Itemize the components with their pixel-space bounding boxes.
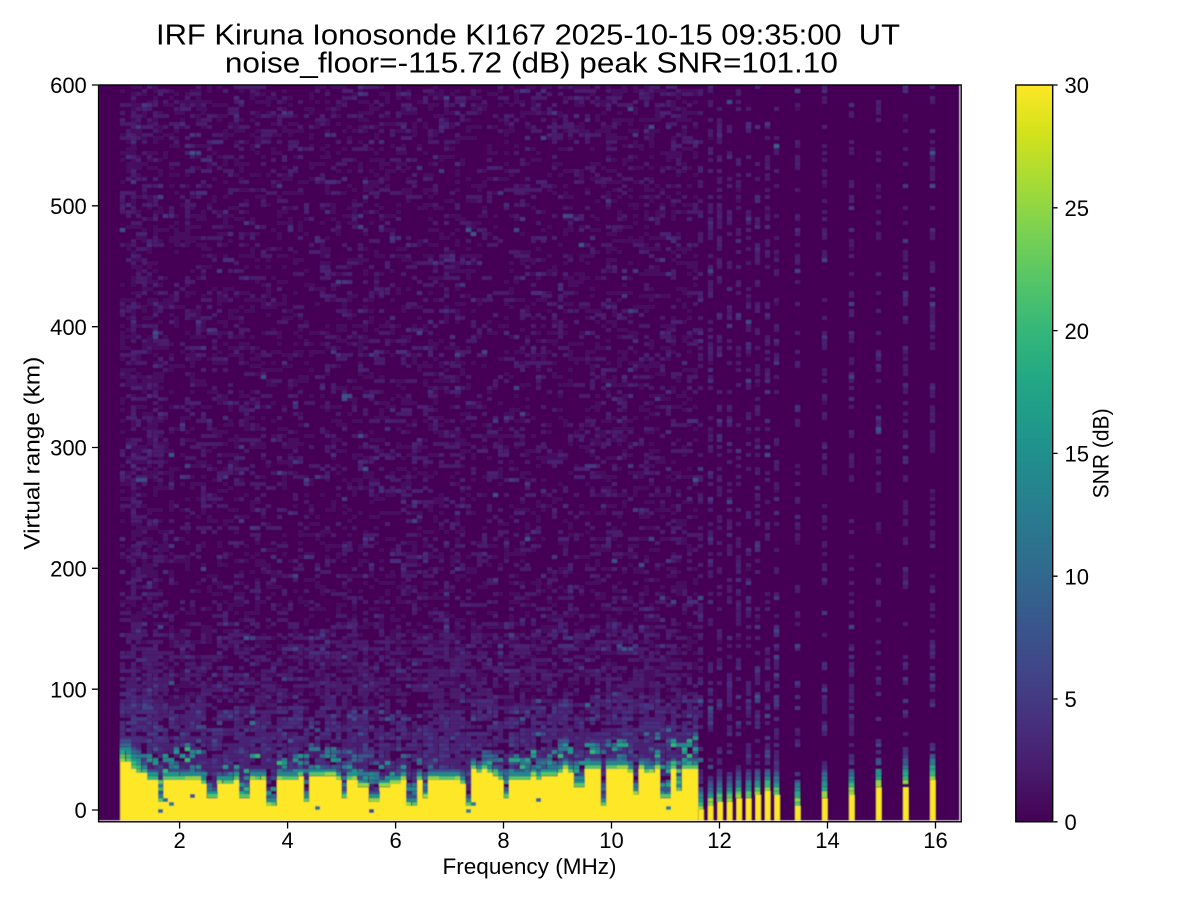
svg-text:200: 200: [50, 557, 87, 582]
svg-text:16: 16: [923, 828, 947, 853]
svg-text:30: 30: [1065, 73, 1089, 98]
svg-text:10: 10: [599, 828, 623, 853]
svg-text:0: 0: [1065, 810, 1077, 835]
svg-text:300: 300: [50, 436, 87, 461]
svg-text:IRF Kiruna Ionosonde KI167 202: IRF Kiruna Ionosonde KI167 2025-10-15 09…: [156, 18, 900, 50]
svg-text:20: 20: [1065, 319, 1089, 344]
svg-text:12: 12: [707, 828, 731, 853]
svg-text:15: 15: [1065, 442, 1089, 467]
svg-text:400: 400: [50, 315, 87, 340]
svg-text:8: 8: [497, 828, 509, 853]
svg-text:SNR (dB): SNR (dB): [1089, 408, 1114, 498]
svg-text:noise_floor=-115.72 (dB) peak: noise_floor=-115.72 (dB) peak SNR=101.10: [225, 47, 838, 79]
svg-text:5: 5: [1065, 687, 1077, 712]
svg-text:14: 14: [815, 828, 839, 853]
svg-text:500: 500: [50, 194, 87, 219]
svg-text:Virtual range (km): Virtual range (km): [20, 357, 45, 550]
svg-text:10: 10: [1065, 564, 1089, 589]
svg-text:600: 600: [50, 73, 87, 98]
svg-text:100: 100: [50, 677, 87, 702]
svg-text:25: 25: [1065, 196, 1089, 221]
svg-text:2: 2: [173, 828, 185, 853]
svg-text:Frequency (MHz): Frequency (MHz): [443, 854, 617, 879]
svg-text:6: 6: [389, 828, 401, 853]
svg-text:0: 0: [75, 798, 87, 823]
svg-text:4: 4: [281, 828, 293, 853]
